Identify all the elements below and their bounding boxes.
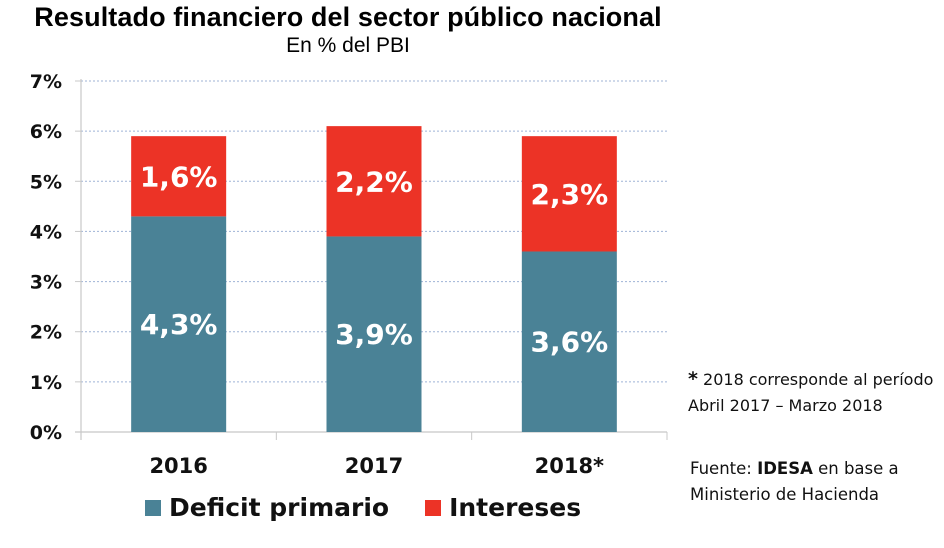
- x-tick-label: 2016: [149, 454, 207, 478]
- bar-intereses: [326, 126, 422, 237]
- chart-title: Resultado financiero del sector público …: [34, 2, 662, 32]
- legend-swatch-deficit-primario: [145, 499, 161, 516]
- bar-deficit-primario: [326, 236, 422, 432]
- data-label-deficit-primario: 3,6%: [531, 326, 609, 359]
- bar-deficit-primario: [521, 251, 617, 432]
- bar-intereses: [131, 136, 227, 217]
- bar-deficit-primario: [131, 216, 227, 432]
- y-tick-label: 7%: [30, 71, 62, 93]
- source-suffix: en base a Ministerio de Hacienda: [690, 459, 899, 504]
- y-tick-label: 1%: [30, 372, 62, 394]
- x-tick-label: 2018*: [535, 454, 604, 478]
- data-labels: 4,3% 1,6% 3,9% 2,2% 3,6% 2,3%: [140, 160, 608, 358]
- y-tick-label: 0%: [30, 422, 62, 444]
- bar-intereses: [521, 136, 617, 252]
- chart-subtitle: En % del PBI: [286, 34, 410, 57]
- legend: Deficit primario Intereses: [145, 493, 617, 522]
- data-label-intereses: 2,2%: [335, 165, 413, 198]
- data-label-deficit-primario: 4,3%: [140, 308, 218, 341]
- y-tick-label: 4%: [30, 221, 62, 243]
- legend-item-deficit-primario: Deficit primario: [145, 493, 389, 522]
- y-axis-ticks: 0% 1% 2% 3% 4% 5% 6% 7%: [30, 71, 62, 444]
- y-tick-label: 5%: [30, 171, 62, 193]
- y-tick-label: 3%: [30, 272, 62, 294]
- legend-swatch-intereses: [425, 499, 442, 516]
- x-axis-ticks: 2016 2017 2018*: [149, 454, 604, 478]
- source-org: IDESA: [757, 459, 813, 478]
- legend-label: Intereses: [449, 493, 582, 522]
- footnote: * 2018 corresponde al período Abril 2017…: [688, 366, 938, 419]
- legend-label: Deficit primario: [169, 493, 390, 522]
- source-prefix: Fuente:: [690, 459, 758, 478]
- data-label-intereses: 1,6%: [140, 160, 218, 193]
- legend-item-intereses: Intereses: [425, 493, 581, 522]
- footnote-asterisk: *: [688, 368, 698, 390]
- source-note: Fuente: IDESA en base a Ministerio de Ha…: [690, 456, 940, 508]
- bars: [131, 126, 617, 432]
- data-label-intereses: 2,3%: [531, 178, 609, 211]
- x-tick-label: 2017: [345, 454, 403, 478]
- data-label-deficit-primario: 3,9%: [335, 318, 413, 351]
- y-tick-label: 6%: [30, 121, 62, 143]
- footnote-text: 2018 corresponde al período Abril 2017 –…: [688, 370, 934, 415]
- y-tick-label: 2%: [30, 322, 62, 344]
